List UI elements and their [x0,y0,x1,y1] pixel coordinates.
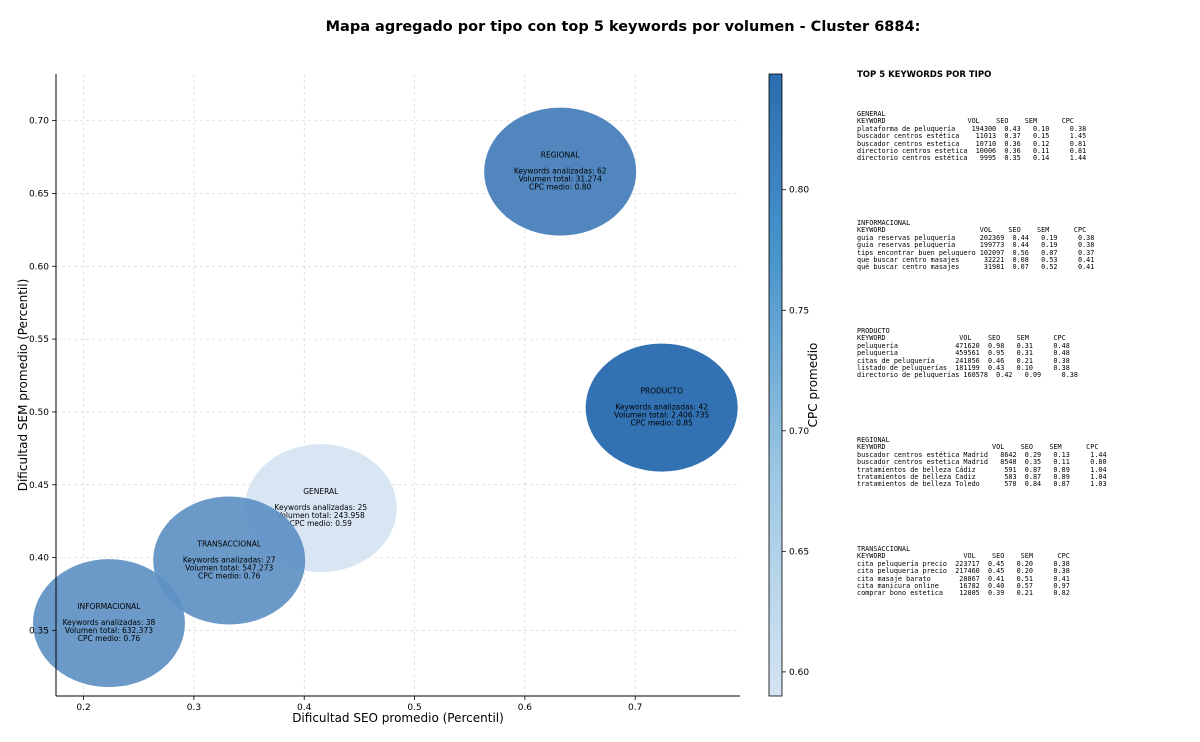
x-axis-ticks: 0.2 0.3 0.4 0.5 0.6 0.7 [76,696,642,713]
keyword-table-producto: PRODUCTO KEYWORD VOL SEO SEM CPC peluque… [857,327,1078,380]
colorbar-tick-label: 0.75 [789,306,809,316]
y-axis-ticks: 0.35 0.40 0.45 0.50 0.55 0.60 0.65 0.70 [29,117,56,636]
keyword-table-informacional: INFORMACIONAL KEYWORD VOL SEO SEM CPC gu… [857,219,1095,272]
bubble-annotation: Volumen total: 547.273 [185,564,273,573]
colorbar-tick-label: 0.80 [789,186,809,196]
section-producto: PRODUCTO KEYWORD VOL SEO SEM CPC peluque… [857,327,1187,380]
bubble-annotation: CPC medio: 0.85 [630,419,693,428]
x-tick-label: 0.4 [297,703,312,713]
bubble-label: TRANSACCIONAL [196,540,261,549]
bubble-annotation: Volumen total: 31.274 [519,175,603,184]
keyword-table-regional: REGIONAL KEYWORD VOL SEO SEM CPC buscado… [857,436,1107,489]
bubble-transaccional: TRANSACCIONAL Keywords analizadas: 27Volu… [153,496,306,625]
bubble-annotation: Keywords analizadas: 25 [274,503,367,512]
bubble-informacional: INFORMACIONAL Keywords analizadas: 38Volu… [32,559,185,688]
colorbar-ticks: 0.60 0.65 0.70 0.75 0.80 [782,186,809,678]
section-regional: REGIONAL KEYWORD VOL SEO SEM CPC buscado… [857,436,1187,489]
section-transaccional: TRANSACCIONAL KEYWORD VOL SEO SEM CPC ci… [857,545,1187,598]
bubble-annotation: Keywords analizadas: 38 [63,618,156,627]
bubble-annotation: Volumen total: 243.958 [277,511,365,520]
x-tick-label: 0.5 [407,703,421,713]
colorbar-tick-label: 0.60 [789,668,809,678]
bubble-mark [153,496,306,625]
bubble-label: REGIONAL [541,151,581,160]
bubble-label: GENERAL [303,487,339,496]
bubble-label: INFORMACIONAL [77,602,141,611]
bubble-annotation: Volumen total: 632.373 [65,626,153,635]
y-axis-label: Dificultad SEM promedio (Percentil) [16,279,30,492]
keyword-table-general: GENERAL KEYWORD VOL SEO SEM CPC platafor… [857,110,1087,163]
axes-frame [55,74,740,697]
bubble-mark [32,559,185,688]
x-tick-label: 0.2 [76,703,90,713]
y-tick-label: 0.45 [29,481,49,491]
bubble-annotation: Volumen total: 2.406.735 [614,411,709,420]
y-tick-label: 0.55 [29,335,49,345]
bubble-annotation: CPC medio: 0.59 [290,519,353,528]
y-tick-label: 0.65 [29,189,49,199]
y-tick-label: 0.40 [29,554,49,564]
bubble-annotation: Keywords analizadas: 62 [514,167,607,176]
bubble-annotation: Keywords analizadas: 27 [183,556,276,565]
top-keywords-panel: TOP 5 KEYWORDS POR TIPO GENERAL KEYWORD … [857,70,1187,597]
colorbar-tick-label: 0.65 [789,547,809,557]
y-tick-label: 0.60 [29,262,49,272]
bubble-annotation: Keywords analizadas: 42 [615,403,708,412]
colorbar [768,73,783,697]
bubble-mark [484,107,637,236]
keyword-table-transaccional: TRANSACCIONAL KEYWORD VOL SEO SEM CPC ci… [857,545,1070,598]
y-tick-label: 0.35 [29,626,49,636]
bubble-label: PRODUCTO [640,387,683,396]
y-tick-label: 0.70 [29,117,49,127]
chart-title: Mapa agregado por tipo con top 5 keyword… [326,19,921,35]
colorbar-tick-label: 0.70 [789,427,809,437]
y-tick-label: 0.50 [29,408,49,418]
colorbar-label: CPC promedio [806,343,820,428]
bubble-mark [585,343,738,472]
x-tick-label: 0.3 [187,703,201,713]
section-general: GENERAL KEYWORD VOL SEO SEM CPC platafor… [857,110,1187,163]
bubble-annotation: CPC medio: 0.76 [78,634,141,643]
x-axis-label: Dificultad SEO promedio (Percentil) [292,711,504,725]
bubble-annotation: CPC medio: 0.80 [529,183,592,192]
x-tick-label: 0.6 [518,703,533,713]
x-tick-label: 0.7 [628,703,642,713]
bubble-annotation: CPC medio: 0.76 [198,572,261,581]
section-informacional: INFORMACIONAL KEYWORD VOL SEO SEM CPC gu… [857,219,1187,272]
panel-title: TOP 5 KEYWORDS POR TIPO [857,70,992,80]
